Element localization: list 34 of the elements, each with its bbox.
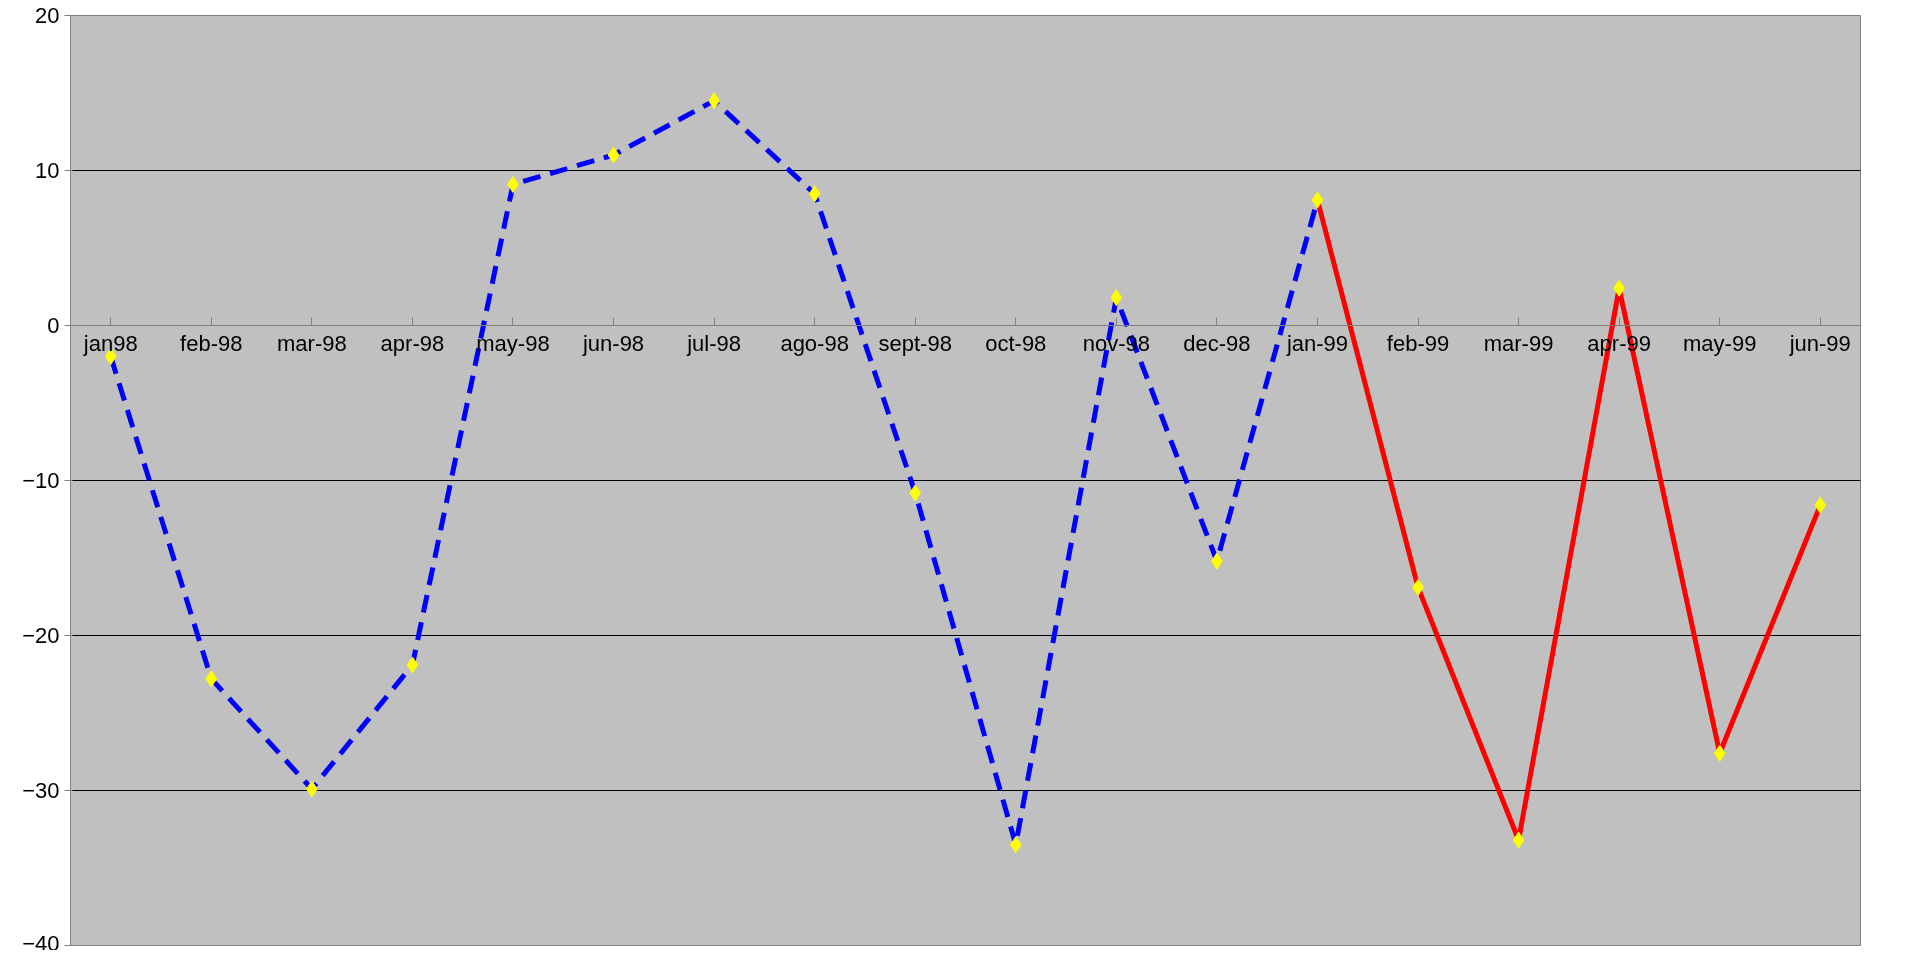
x-tick-label: apr-98 xyxy=(380,330,445,356)
x-tick-label: feb-99 xyxy=(1386,330,1450,356)
x-tick-label: dec-98 xyxy=(1183,330,1251,356)
y-tick-label: −10 xyxy=(22,468,60,493)
point xyxy=(406,656,419,674)
x-tick-label: jul-98 xyxy=(686,330,741,356)
x-tick-label: mar-99 xyxy=(1483,330,1554,356)
x-tick-label: jun-98 xyxy=(581,330,645,356)
point xyxy=(1110,289,1123,307)
x-tick-label: jan-99 xyxy=(1285,330,1349,356)
y-tick-label: 10 xyxy=(35,158,60,183)
y-tick-label: −40 xyxy=(22,930,60,956)
y-tick-label: −30 xyxy=(22,778,60,803)
x-tick-label: may-99 xyxy=(1683,330,1757,356)
x-tick-label: jan98 xyxy=(82,330,138,356)
point xyxy=(909,484,922,502)
y-tick-label: 0 xyxy=(47,313,60,338)
point xyxy=(205,670,218,688)
x-tick-label: jun-99 xyxy=(1788,330,1851,356)
x-tick-label: feb-98 xyxy=(180,330,243,356)
x-tick-label: oct-98 xyxy=(985,330,1047,356)
point xyxy=(808,185,821,203)
point xyxy=(607,146,620,164)
point xyxy=(1814,496,1827,514)
point xyxy=(1512,831,1525,849)
point xyxy=(1009,836,1022,854)
point xyxy=(1311,191,1324,209)
x-tick-label: ago-98 xyxy=(780,330,849,356)
y-tick-label: −20 xyxy=(22,623,60,648)
x-tick-label: sept-98 xyxy=(878,330,952,356)
x-tick-label: mar-98 xyxy=(277,330,347,356)
y-tick-label: 20 xyxy=(35,3,60,28)
point xyxy=(1713,744,1726,762)
x-tick-label: may-98 xyxy=(476,330,550,356)
